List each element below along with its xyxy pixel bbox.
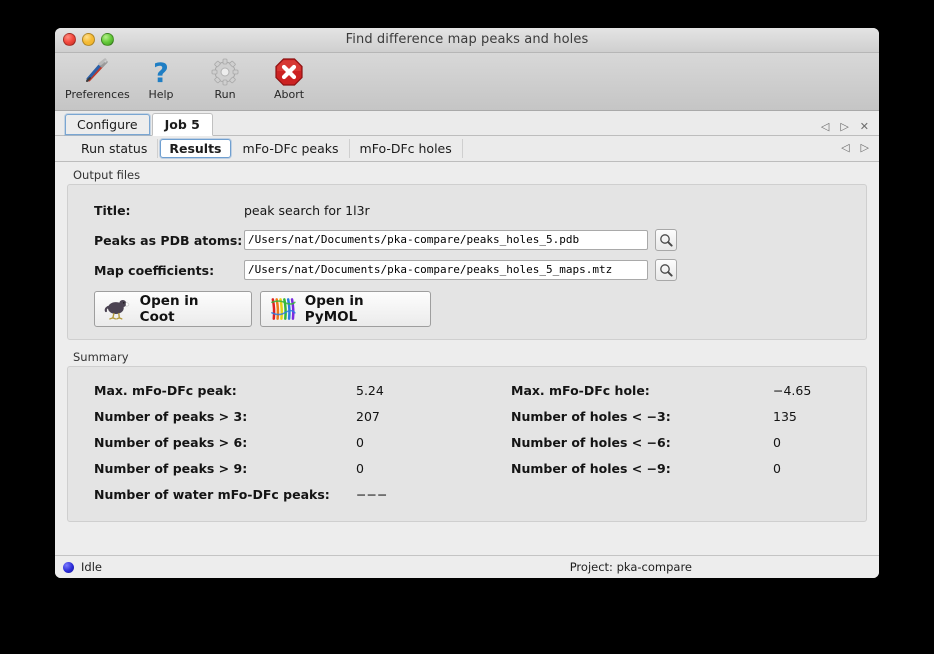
pymol-ribbon-icon (271, 298, 296, 320)
summary-row: Number of peaks > 9: 0 Number of holes <… (68, 455, 866, 481)
tab-job-5[interactable]: Job 5 (151, 113, 213, 136)
magnifier-icon (660, 264, 673, 277)
open-buttons-row: Open in Coot (68, 291, 866, 327)
run-gear-icon (193, 55, 257, 88)
toolbar-label-preferences: Preferences (65, 88, 130, 101)
magnifier-icon (660, 234, 673, 247)
subtab-results[interactable]: Results (160, 139, 231, 158)
summary-group: Summary Max. mFo-DFc peak: 5.24 Max. mFo… (67, 350, 867, 522)
status-state-label: Idle (81, 560, 102, 574)
pdb-file-row: Peaks as PDB atoms: /Users/nat/Documents… (68, 225, 866, 255)
summary-right-label: Number of holes < −9: (511, 460, 671, 476)
mtz-file-input[interactable]: /Users/nat/Documents/pka-compare/peaks_h… (244, 260, 648, 280)
summary-left-value: −−− (356, 486, 388, 502)
summary-row: Max. mFo-DFc peak: 5.24 Max. mFo-DFc hol… (68, 377, 866, 403)
svg-text:?: ? (153, 58, 169, 87)
status-indicator-icon (63, 561, 74, 573)
coot-bird-icon (104, 300, 130, 320)
subtab-nav-controls: ◁ ▷ (841, 142, 875, 156)
summary-left-value: 0 (356, 434, 364, 450)
mtz-browse-button[interactable] (655, 259, 677, 281)
tab-prev-icon[interactable]: ◁ (820, 120, 830, 133)
preferences-tools-icon (65, 55, 129, 88)
summary-left-value: 207 (356, 408, 380, 424)
summary-right-value: −4.65 (773, 382, 812, 398)
summary-left-label: Number of peaks > 6: (94, 434, 248, 450)
summary-row: Number of water mFo-DFc peaks: −−− (68, 481, 866, 507)
open-in-pymol-button[interactable]: Open in PyMOL (260, 291, 431, 327)
window-titlebar: Find difference map peaks and holes (55, 28, 879, 53)
application-window: Find difference map peaks and holes Pref… (55, 28, 879, 578)
summary-row: Number of peaks > 3: 207 Number of holes… (68, 403, 866, 429)
output-files-panel: Title: peak search for 1l3r Peaks as PDB… (67, 184, 867, 340)
project-label: Project: pka-compare (569, 560, 692, 574)
pdb-browse-button[interactable] (655, 229, 677, 251)
subtab-mfo-dfc-holes[interactable]: mFo-DFc holes (350, 139, 463, 158)
title-value: peak search for 1l3r (244, 202, 370, 218)
toolbar-button-preferences[interactable]: Preferences (65, 55, 130, 101)
close-button[interactable] (63, 33, 76, 46)
subtab-run-status[interactable]: Run status (71, 139, 159, 158)
summary-right-label: Max. mFo-DFc hole: (511, 382, 650, 398)
summary-right-label: Number of holes < −6: (511, 434, 671, 450)
title-row: Title: peak search for 1l3r (68, 195, 866, 225)
toolbar-button-help[interactable]: ? Help (129, 55, 193, 102)
tab-close-icon[interactable]: ✕ (859, 120, 869, 133)
toolbar-label-abort: Abort (273, 88, 305, 101)
summary-right-value: 0 (773, 460, 781, 476)
summary-right-value: 0 (773, 434, 781, 450)
title-label: Title: (94, 202, 131, 218)
summary-left-label: Number of peaks > 9: (94, 460, 248, 476)
summary-left-value: 5.24 (356, 382, 384, 398)
subtab-next-icon[interactable]: ▷ (860, 140, 869, 154)
tab-configure[interactable]: Configure (65, 114, 150, 135)
tab-next-icon[interactable]: ▷ (840, 120, 849, 133)
main-toolbar: Preferences ? Help (55, 53, 879, 111)
summary-left-label: Number of peaks > 3: (94, 408, 248, 424)
toolbar-label-help: Help (148, 88, 174, 101)
summary-row: Number of peaks > 6: 0 Number of holes <… (68, 429, 866, 455)
job-tab-strip: Configure Job 5 ◁ ▷ ✕ (55, 111, 879, 136)
results-content: Output files Title: peak search for 1l3r… (55, 162, 879, 555)
results-subtab-strip: Run status Results mFo-DFc peaks mFo-DFc… (55, 136, 879, 162)
summary-right-label: Number of holes < −3: (511, 408, 671, 424)
pdb-file-input[interactable]: /Users/nat/Documents/pka-compare/peaks_h… (244, 230, 648, 250)
summary-left-label: Number of water mFo-DFc peaks: (94, 486, 330, 502)
subtab-mfo-dfc-peaks[interactable]: mFo-DFc peaks (233, 139, 350, 158)
summary-group-title: Summary (73, 350, 129, 364)
mtz-file-label: Map coefficients: (94, 262, 215, 278)
output-files-group-title: Output files (73, 168, 141, 182)
zoom-button[interactable] (101, 33, 114, 46)
mtz-file-row: Map coefficients: /Users/nat/Documents/p… (68, 255, 866, 285)
open-in-coot-button[interactable]: Open in Coot (94, 291, 252, 327)
open-in-coot-label: Open in Coot (139, 293, 199, 325)
summary-panel: Max. mFo-DFc peak: 5.24 Max. mFo-DFc hol… (67, 366, 867, 522)
window-controls (63, 33, 114, 46)
summary-left-label: Max. mFo-DFc peak: (94, 382, 237, 398)
output-files-group: Output files Title: peak search for 1l3r… (67, 168, 867, 340)
toolbar-label-run: Run (214, 88, 236, 101)
window-title: Find difference map peaks and holes (345, 32, 589, 47)
pdb-file-label: Peaks as PDB atoms: (94, 232, 243, 248)
summary-left-value: 0 (356, 460, 364, 476)
status-bar: Idle Project: pka-compare (55, 555, 879, 578)
minimize-button[interactable] (82, 33, 95, 46)
tab-nav-controls: ◁ ▷ ✕ (821, 121, 875, 135)
open-in-pymol-label: Open in PyMOL (304, 293, 364, 325)
toolbar-button-abort[interactable]: Abort (257, 55, 321, 101)
help-question-icon: ? (129, 55, 193, 88)
summary-right-value: 135 (773, 408, 797, 424)
subtab-prev-icon[interactable]: ◁ (841, 140, 850, 154)
abort-stop-icon (257, 55, 321, 88)
toolbar-button-run[interactable]: Run (193, 55, 257, 101)
